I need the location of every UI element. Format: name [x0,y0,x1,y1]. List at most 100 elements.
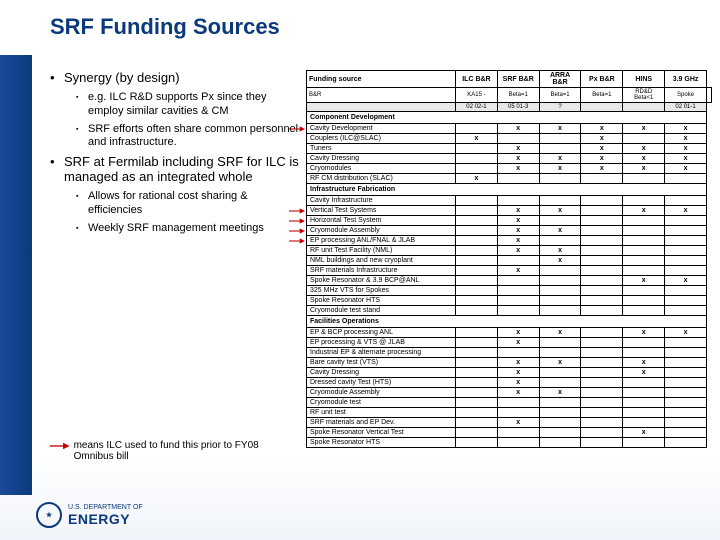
cell [539,368,581,378]
cell [581,226,623,236]
cell: x [623,206,665,216]
cell [581,418,623,428]
cell [623,266,665,276]
cell [539,144,581,154]
cell [456,398,498,408]
cell [456,348,498,358]
logo-name: ENERGY [68,511,143,527]
cell: x [497,388,539,398]
cell: x [497,236,539,246]
cell: x [497,368,539,378]
cell [665,296,707,306]
side-accent-bar [0,55,32,495]
row-label: Horizontal Test System [307,216,456,226]
cell: x [497,418,539,428]
cell [456,388,498,398]
cell [623,246,665,256]
slide-title: SRF Funding Sources [50,14,280,40]
row-label: Cavity Dressing [307,154,456,164]
cell [581,408,623,418]
cell [539,348,581,358]
cell [456,286,498,296]
col-subheader: Beta=1 [581,88,623,103]
cell [456,276,498,286]
cell [623,418,665,428]
cell [456,206,498,216]
cell: x [623,428,665,438]
row-label: Cryomodule test stand [307,306,456,316]
cell [665,418,707,428]
logo-dept: U.S. DEPARTMENT OF [68,504,143,511]
cell [623,378,665,388]
cell [456,296,498,306]
col-code: ? [539,103,581,112]
cell [581,206,623,216]
cell: x [665,124,707,134]
cell [665,246,707,256]
row-label: 325 MHz VTS for Spokes [307,286,456,296]
table-row: SRF materials and EP Dev.x [307,418,712,428]
cell [665,438,707,448]
cell [456,428,498,438]
bullet-main-2: •SRF at Fermilab including SRF for ILC i… [50,154,300,184]
cell [539,134,581,144]
table-code-row: 02 02-105 01-3?02 01-1 [307,103,712,112]
cell: x [623,154,665,164]
cell [581,338,623,348]
row-label: Cryomodules [307,164,456,174]
cell: x [665,134,707,144]
cell [539,236,581,246]
cell [456,246,498,256]
table-row: EP processing & VTS @ JLABx [307,338,712,348]
cell [456,226,498,236]
cell [581,236,623,246]
row-label: Cryomodule Assembly [307,226,456,236]
table-row: NML buildings and new cryoplantx [307,256,712,266]
row-label: Spoke Resonator & 3.9 BCP@ANL [307,276,456,286]
table-row: Spoke Resonator Vertical Testx [307,428,712,438]
table-row: Cryomodule test [307,398,712,408]
cell [456,418,498,428]
red-arrow-icon [50,440,70,452]
cell: x [497,124,539,134]
cell [665,216,707,226]
table-row: EP processing ANL/FNAL & JLABx [307,236,712,246]
table-row: Tunersxxxx [307,144,712,154]
cell [623,296,665,306]
cell [456,196,498,206]
table-row: Spoke Resonator & 3.9 BCP@ANLxx [307,276,712,286]
row-label: NML buildings and new cryoplant [307,256,456,266]
table-row: Cryomodule Assemblyxx [307,226,712,236]
cell [456,306,498,316]
cell [497,428,539,438]
bullet-sub-1a: ▪e.g. ILC R&D supports Px since they emp… [76,91,300,119]
row-label: Cavity Development [307,124,456,134]
cell [581,328,623,338]
cell [497,174,539,184]
cell: x [581,144,623,154]
section-header-row: Component Development [307,112,712,124]
cell [623,348,665,358]
cell: x [665,276,707,286]
table-row: RF unit Test Facility (NML)xx [307,246,712,256]
bullet-content: •Synergy (by design) ▪e.g. ILC R&D suppo… [50,70,300,239]
section-title: Facilities Operations [307,316,707,328]
cell [623,196,665,206]
col-subheader: RD&D Beta<1 [623,88,665,103]
cell [665,368,707,378]
bullet-main-1: •Synergy (by design) [50,70,300,85]
cell: x [623,144,665,154]
row-label: Cavity Infrastructure [307,196,456,206]
cell [665,428,707,438]
table-header-row: Funding sourceILC B&RSRF B&RARRA B&RPx B… [307,71,712,88]
cell [665,348,707,358]
cell: x [497,206,539,216]
cell [665,236,707,246]
cell: x [539,388,581,398]
col-subheader: Spoke [665,88,707,103]
cell: x [497,226,539,236]
table-row: SRF materials Infrastructurex [307,266,712,276]
table-row: RF CM distribution (SLAC)x [307,174,712,184]
col-subheader: KA15 - [456,88,498,103]
cell [581,296,623,306]
